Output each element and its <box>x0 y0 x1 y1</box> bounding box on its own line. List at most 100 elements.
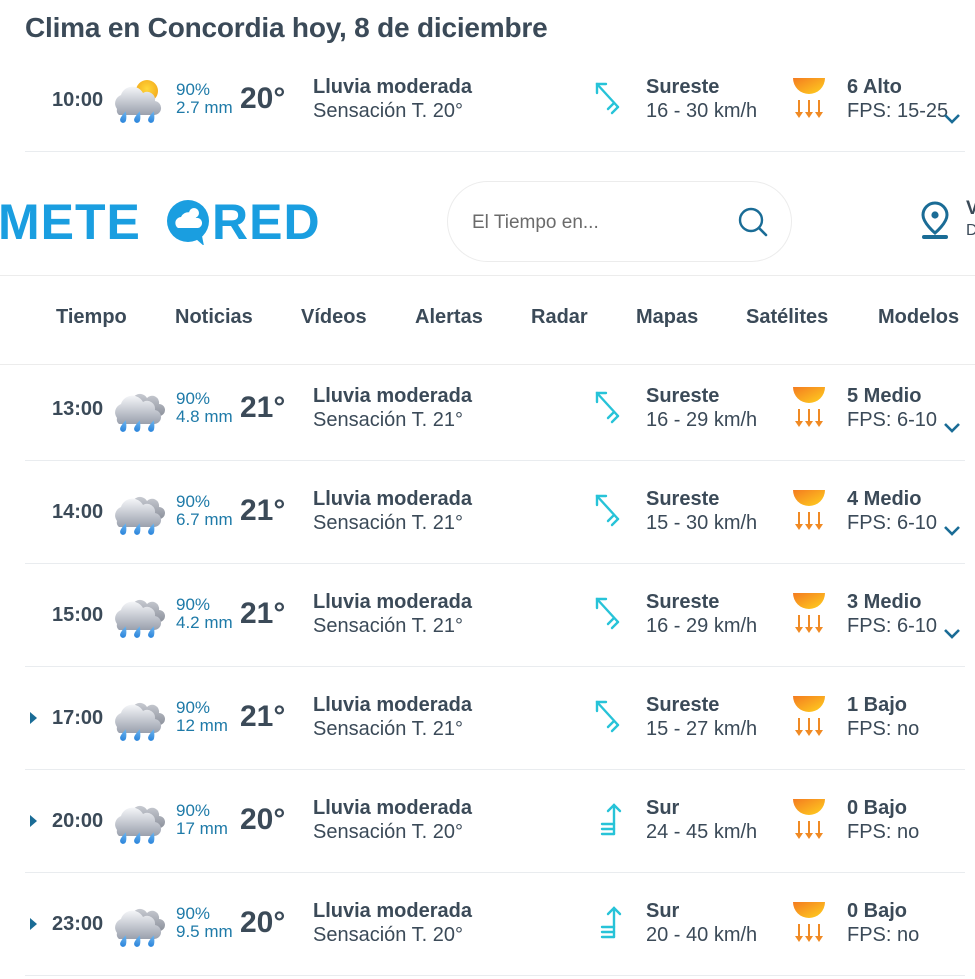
wind-direction: Sureste <box>646 488 720 510</box>
feels-like: Sensación T. 21° <box>313 615 463 637</box>
fps-recommendation: FPS: 15-25 <box>847 100 949 122</box>
fps-recommendation: FPS: 6-10 <box>847 512 938 534</box>
uv-index: 0 Bajo <box>847 900 908 922</box>
location-name[interactable]: V <box>966 198 975 219</box>
rain-probability: 90% <box>176 595 211 614</box>
feels-like: Sensación T. 21° <box>313 409 463 431</box>
hour-row[interactable]: 17:00 90% 12 mm 21° Lluvia moderada Sensación… <box>25 667 965 770</box>
temperature: 21° <box>240 700 286 733</box>
hour-time: 13:00 <box>52 398 104 420</box>
hour-row[interactable]: 15:00 90% 4.2 mm 21° Lluvia moderada Sensació… <box>25 564 965 667</box>
wind-speed: 16 - 30 km/h <box>646 100 758 122</box>
wind-arrow-south-icon <box>600 803 622 836</box>
cloud-rain-icon <box>115 805 165 846</box>
cloud-rain-icon <box>115 393 165 434</box>
uv-index: 1 Bajo <box>847 694 908 716</box>
location-pin-icon[interactable] <box>919 200 951 240</box>
cloud-rain-icon <box>115 702 165 743</box>
hour-row[interactable]: 13:00 90% 4.8 mm 21° Lluvia moderada Sensació… <box>25 358 965 461</box>
nav-item-mapas[interactable]: Mapas <box>636 306 699 328</box>
hour-time: 10:00 <box>52 89 104 111</box>
meteored-logo[interactable]: METE RED <box>0 197 343 245</box>
search-input[interactable] <box>472 208 722 238</box>
svg-text:RED: RED <box>212 197 321 245</box>
weather-description: Lluvia moderada <box>313 76 472 98</box>
temperature: 20° <box>240 906 286 939</box>
rain-probability: 90% <box>176 698 211 717</box>
nav-item-modelos[interactable]: Modelos <box>878 306 960 328</box>
feels-like: Sensación T. 21° <box>313 512 463 534</box>
wind-direction: Sureste <box>646 385 720 407</box>
weather-description: Lluvia moderada <box>313 488 472 510</box>
hour-time: 15:00 <box>52 604 104 626</box>
uv-sun-icon <box>793 490 825 530</box>
weather-description: Lluvia moderada <box>313 591 472 613</box>
temperature: 21° <box>240 494 286 527</box>
cloud-rain-icon <box>115 599 165 640</box>
fps-recommendation: FPS: 6-10 <box>847 409 938 431</box>
rain-probability: 90% <box>176 492 211 511</box>
wind-arrow-southeast-icon <box>595 597 620 630</box>
wind-speed: 16 - 29 km/h <box>646 615 758 637</box>
wind-arrow-southeast-icon <box>595 82 620 115</box>
wind-direction: Sur <box>646 900 680 922</box>
chevron-down-icon[interactable] <box>943 422 961 434</box>
hour-row[interactable]: 23:00 90% 9.5 mm 20° Lluvia moderada Sensació… <box>25 873 965 976</box>
uv-sun-icon <box>793 799 825 839</box>
wind-direction: Sureste <box>646 591 720 613</box>
temperature: 20° <box>240 82 286 115</box>
nav-item-tiempo[interactable]: Tiempo <box>56 306 127 328</box>
fps-recommendation: FPS: no <box>847 924 920 946</box>
svg-text:METE: METE <box>0 197 141 245</box>
chevron-down-icon[interactable] <box>943 628 961 640</box>
temperature: 21° <box>240 391 286 424</box>
expand-arrow-icon[interactable] <box>30 815 37 827</box>
wind-speed: 24 - 45 km/h <box>646 821 758 843</box>
nav-item-radar[interactable]: Radar <box>531 306 588 328</box>
uv-sun-icon <box>793 902 825 942</box>
nav-item-satelites[interactable]: Satélites <box>746 306 829 328</box>
location-subtitle: D <box>966 222 975 239</box>
cloud-sun-rain-icon <box>115 80 162 125</box>
weather-description: Lluvia moderada <box>313 797 472 819</box>
rain-probability: 90% <box>176 389 211 408</box>
uv-index: 6 Alto <box>847 76 902 98</box>
chevron-down-icon[interactable] <box>943 525 961 537</box>
feels-like: Sensación T. 20° <box>313 924 463 946</box>
hour-time: 20:00 <box>52 810 104 832</box>
rain-amount: 6.7 mm <box>176 510 233 529</box>
nav-item-alertas[interactable]: Alertas <box>415 306 483 328</box>
rain-amount: 2.7 mm <box>176 98 233 117</box>
search-icon[interactable] <box>736 205 770 239</box>
rain-probability: 90% <box>176 904 211 923</box>
fps-recommendation: FPS: no <box>847 718 920 740</box>
site-header: METE RED V D <box>0 152 975 276</box>
uv-index: 5 Medio <box>847 385 922 407</box>
wind-speed: 15 - 30 km/h <box>646 512 758 534</box>
cloud-rain-icon <box>115 496 165 537</box>
uv-index: 4 Medio <box>847 488 922 510</box>
wind-arrow-southeast-icon <box>595 494 620 527</box>
hour-row[interactable]: 20:00 90% 17 mm 20° Lluvia moderada Sensación… <box>25 770 965 873</box>
weather-description: Lluvia moderada <box>313 694 472 716</box>
expand-arrow-icon[interactable] <box>30 918 37 930</box>
wind-speed: 20 - 40 km/h <box>646 924 758 946</box>
feels-like: Sensación T. 20° <box>313 821 463 843</box>
uv-sun-icon <box>793 593 825 633</box>
uv-index: 3 Medio <box>847 591 922 613</box>
wind-arrow-south-icon <box>600 906 622 939</box>
nav-item-noticias[interactable]: Noticias <box>175 306 253 328</box>
wind-direction: Sur <box>646 797 680 819</box>
rain-amount: 17 mm <box>176 819 228 838</box>
nav-item-videos[interactable]: Vídeos <box>301 306 367 328</box>
fps-recommendation: FPS: 6-10 <box>847 615 938 637</box>
cloud-rain-icon <box>115 908 165 949</box>
chevron-down-icon[interactable] <box>943 113 961 125</box>
page-title: Clima en Concordia hoy, 8 de diciembre <box>25 12 548 43</box>
hour-row[interactable]: 10:00 90% 2.7 mm 20° Lluvia moderada Sensació… <box>25 49 965 152</box>
hour-time: 17:00 <box>52 707 104 729</box>
temperature: 20° <box>240 803 286 836</box>
hour-time: 23:00 <box>52 913 104 935</box>
hour-row[interactable]: 14:00 90% 6.7 mm 21° Lluvia moderada Sensació… <box>25 461 965 564</box>
expand-arrow-icon[interactable] <box>30 712 37 724</box>
